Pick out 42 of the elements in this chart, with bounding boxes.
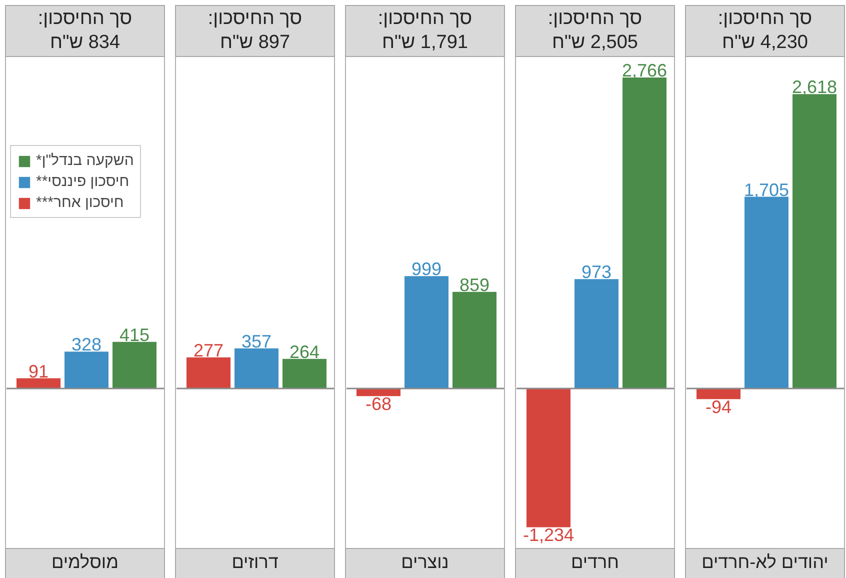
- bar: [792, 94, 836, 388]
- data-label: 357: [241, 331, 272, 352]
- data-label: -94: [705, 397, 732, 418]
- text: סך החיסכון: 4,230 ש"ח: [718, 7, 812, 55]
- x-tick-label: נוצרים: [401, 551, 449, 574]
- text: סך החיסכון: 1,791 ש"ח: [378, 7, 472, 55]
- bar: [112, 342, 156, 388]
- text: סך החיסכון: 834 ש"ח: [38, 7, 132, 55]
- x-tick-label: יהודים לא-חרדים: [702, 551, 828, 574]
- data-label: 264: [289, 342, 320, 362]
- data-label: 2,618: [792, 77, 838, 98]
- bar: [696, 388, 740, 400]
- data-label: 277: [193, 340, 224, 360]
- data-label: -1,234: [522, 525, 574, 546]
- bar: [282, 358, 326, 388]
- data-label: 91: [28, 361, 49, 382]
- bar: [234, 348, 278, 388]
- text: סך החיסכון: 897 ש"ח: [208, 7, 302, 55]
- legend-label: חיסכון אחר***: [36, 194, 124, 211]
- bar: [64, 352, 108, 388]
- data-label: 1,705: [744, 180, 790, 200]
- bar: [574, 279, 618, 388]
- legend-label: חיסכון פיננסי**: [36, 173, 130, 190]
- text: סך החיסכון: 2,505 ש"ח: [548, 7, 642, 55]
- bar: [404, 276, 448, 388]
- data-label: 859: [459, 274, 490, 295]
- data-label: 999: [411, 259, 442, 280]
- bar: [186, 357, 230, 388]
- x-tick-label: חרדים: [571, 551, 619, 574]
- bar: [622, 78, 666, 388]
- x-tick-label: דרוזים: [232, 551, 278, 574]
- bar: [16, 378, 60, 388]
- x-tick-label: מוסלמים: [52, 551, 118, 574]
- data-label: 973: [581, 262, 612, 282]
- bar: [744, 196, 788, 388]
- bar: [452, 292, 496, 388]
- data-label: 2,766: [622, 60, 668, 80]
- data-label: 328: [71, 334, 102, 355]
- bar: [526, 388, 570, 528]
- legend-label: השקעה בנדל"ן*: [36, 152, 134, 169]
- data-label: -68: [365, 394, 392, 414]
- data-label: 415: [119, 324, 150, 345]
